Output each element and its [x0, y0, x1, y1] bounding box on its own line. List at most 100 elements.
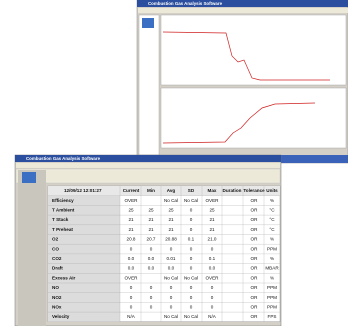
cell: 21 [128, 227, 134, 232]
cell: 0 [190, 207, 193, 212]
cell: % [270, 256, 274, 261]
cell: °C [269, 207, 275, 212]
column-header: Max [208, 188, 217, 193]
cell: 0.1 [209, 256, 216, 261]
cell: 20.88 [165, 237, 177, 242]
cell: No Cal [184, 314, 198, 319]
cell: 21 [148, 227, 154, 232]
window-title: Combustion Gas Analysis Software [148, 1, 223, 6]
cell: 21 [209, 217, 215, 222]
cell: 0 [130, 246, 133, 251]
cell: 25 [209, 207, 215, 212]
cell: 0 [190, 246, 193, 251]
cell: OVER [124, 275, 138, 280]
cell: 21.0 [208, 237, 217, 242]
front-window: Combustion Gas Analysis Software 12/09/1… [14, 154, 282, 326]
row-label: T Stack [52, 217, 69, 222]
cell: 0 [190, 266, 193, 271]
cell: % [270, 198, 274, 203]
cell: PPM [267, 246, 277, 251]
cell: 0 [190, 256, 193, 261]
cell: OR [251, 266, 259, 271]
back-window: Combustion Gas Analysis Software [136, 0, 348, 164]
cell: % [270, 237, 274, 242]
cell: 0.0 [128, 256, 135, 261]
cell: N/A [208, 314, 217, 319]
column-header: Units [266, 188, 278, 193]
cell: OR [251, 314, 259, 319]
cell: 0 [190, 285, 193, 290]
cell: 21 [209, 227, 215, 232]
cell: 25 [128, 207, 134, 212]
cell: 0 [170, 285, 173, 290]
column-header: Duration [223, 188, 242, 193]
cell: OVER [205, 275, 219, 280]
cell: OR [251, 217, 259, 222]
cell: 0 [130, 295, 133, 300]
cell: No Cal [184, 275, 198, 280]
column-header: 12/09/12 12:01:27 [64, 188, 102, 193]
cell: OR [251, 246, 259, 251]
cell: 0 [150, 295, 153, 300]
cell: 0 [190, 304, 193, 309]
cell: 0 [130, 304, 133, 309]
cell: 20.8 [127, 237, 136, 242]
column-header: SD [188, 188, 195, 193]
cell: 21 [128, 217, 134, 222]
cell: OVER [205, 198, 219, 203]
column-header: Avg [167, 188, 176, 193]
cell: OR [251, 285, 259, 290]
cell: PPM [267, 304, 277, 309]
header-bg [48, 186, 280, 196]
row-label: O2 [52, 237, 59, 242]
cell: 0.01 [167, 256, 176, 261]
cell: 0 [150, 285, 153, 290]
row-label: NOx [52, 304, 62, 309]
cell: 0 [170, 295, 173, 300]
cell: OVER [124, 198, 138, 203]
row-label: CO2 [52, 256, 62, 261]
cell: No Cal [164, 275, 178, 280]
cell: OR [251, 237, 259, 242]
cell: 0.0 [128, 266, 135, 271]
cell: OR [251, 295, 259, 300]
icon[interactable] [22, 172, 36, 183]
cell: OR [251, 256, 259, 261]
cell: PPM [267, 285, 277, 290]
column-header: Tolerance [243, 188, 265, 193]
cell: 0 [190, 227, 193, 232]
cell: PPM [267, 295, 277, 300]
row-label: NO [52, 285, 59, 290]
cell: 0 [211, 304, 214, 309]
cell: MBAR [265, 266, 279, 271]
icon[interactable] [142, 18, 154, 28]
window-title: Combustion Gas Analysis Software [26, 156, 101, 161]
label-col-bg [48, 195, 120, 322]
cell: 0 [130, 285, 133, 290]
cell: 25 [148, 207, 154, 212]
cell: 25 [168, 207, 174, 212]
row-label: Efficiency [52, 198, 74, 203]
cell: OR [251, 207, 259, 212]
cell: FPS [268, 314, 277, 319]
cell: N/A [127, 314, 136, 319]
row-label: T Preheat [52, 227, 73, 232]
row-label: Velocity [52, 314, 70, 319]
cell: 0.1 [188, 237, 195, 242]
cell: 0 [190, 217, 193, 222]
row-label: Excess Air [52, 275, 76, 280]
cell: 21 [148, 217, 154, 222]
cell: OR [251, 198, 259, 203]
cell: OR [251, 275, 259, 280]
column-header: Current [123, 188, 140, 193]
cell: 0.0 [209, 266, 216, 271]
cell: OR [251, 304, 259, 309]
cell: No Cal [164, 314, 178, 319]
cell: 0.0 [148, 256, 155, 261]
cell: OR [251, 227, 259, 232]
cell: 21 [168, 227, 174, 232]
row-label: CO [52, 246, 59, 251]
cell: % [270, 275, 274, 280]
row-label: Draft [52, 266, 63, 271]
